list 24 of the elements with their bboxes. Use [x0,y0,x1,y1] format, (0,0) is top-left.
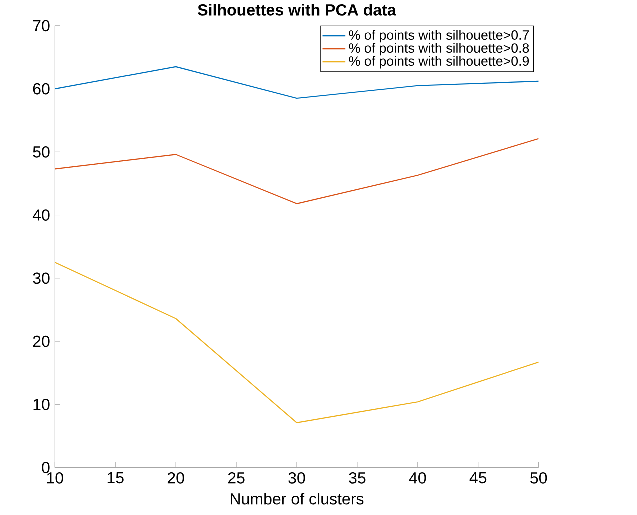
line-series [55,138,539,204]
y-tick-label: 30 [33,272,50,284]
x-tick-label: 40 [409,472,426,484]
y-tick-label: 20 [33,336,50,348]
legend-label: % of points with silhouette>0.8 [349,43,530,56]
x-tick-label: 50 [530,472,548,484]
legend-label: % of points with silhouette>0.7 [349,30,530,43]
x-tick-label: 20 [168,472,184,484]
y-tick-label: 40 [32,209,50,221]
x-axis-title: Number of clusters [231,492,364,505]
x-tick-label: 15 [108,472,124,484]
x-tick-label: 30 [288,472,306,484]
y-tick-label: 10 [34,398,50,410]
y-tick-label: 50 [33,146,50,158]
chart-title: Silhouettes with PCA data [198,4,396,16]
legend-label: % of points with silhouette>0.9 [349,56,530,69]
x-tick-label: 45 [470,472,487,484]
x-tick-label: 25 [228,472,245,484]
x-tick-label: 10 [47,472,64,484]
line-series [55,262,539,424]
y-tick-label: 70 [33,20,50,32]
y-tick-label: 0 [42,462,50,474]
y-tick-label: 60 [33,83,50,95]
x-tick-label: 35 [349,472,366,484]
